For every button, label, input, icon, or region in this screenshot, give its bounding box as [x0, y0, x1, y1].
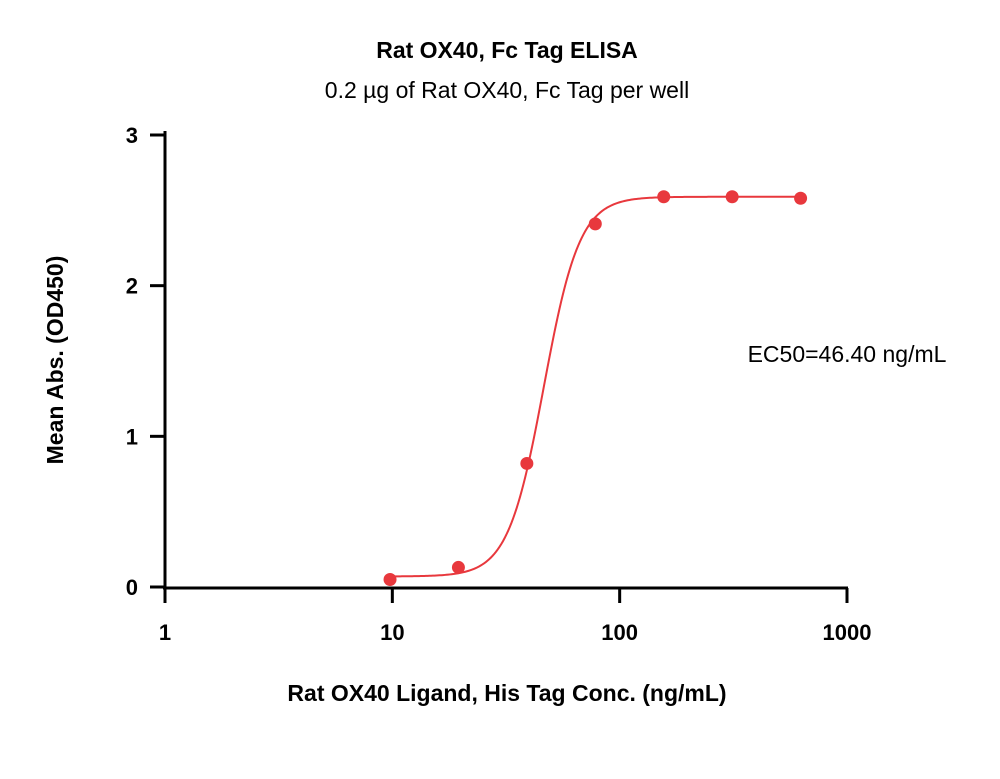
x-tick-label: 1	[159, 620, 171, 645]
data-point	[383, 572, 397, 586]
chart-subtitle: 0.2 µg of Rat OX40, Fc Tag per well	[325, 77, 689, 103]
fit-curve	[390, 195, 801, 578]
x-axis-label: Rat OX40 Ligand, His Tag Conc. (ng/mL)	[287, 680, 726, 706]
data-point	[451, 560, 465, 574]
ec50-annotation: EC50=46.40 ng/mL	[748, 341, 947, 367]
data-point	[657, 190, 671, 204]
x-tick-label: 100	[601, 620, 638, 645]
axes	[163, 131, 848, 590]
data-point	[725, 190, 739, 204]
data-point	[588, 217, 602, 231]
x-tick-label: 10	[380, 620, 404, 645]
x-ticks: 1 10 100 1000	[159, 588, 872, 645]
data-points	[383, 190, 808, 586]
chart-title: Rat OX40, Fc Tag ELISA	[376, 37, 638, 63]
y-ticks: 0 1 2 3	[126, 123, 165, 600]
y-tick-label: 0	[126, 575, 138, 600]
data-point	[520, 456, 534, 470]
y-tick-label: 1	[126, 424, 138, 449]
y-axis-label: Mean Abs. (OD450)	[42, 256, 68, 465]
x-tick-label: 1000	[823, 620, 872, 645]
y-tick-label: 3	[126, 123, 138, 148]
data-point	[794, 191, 808, 205]
y-tick-label: 2	[126, 274, 138, 299]
